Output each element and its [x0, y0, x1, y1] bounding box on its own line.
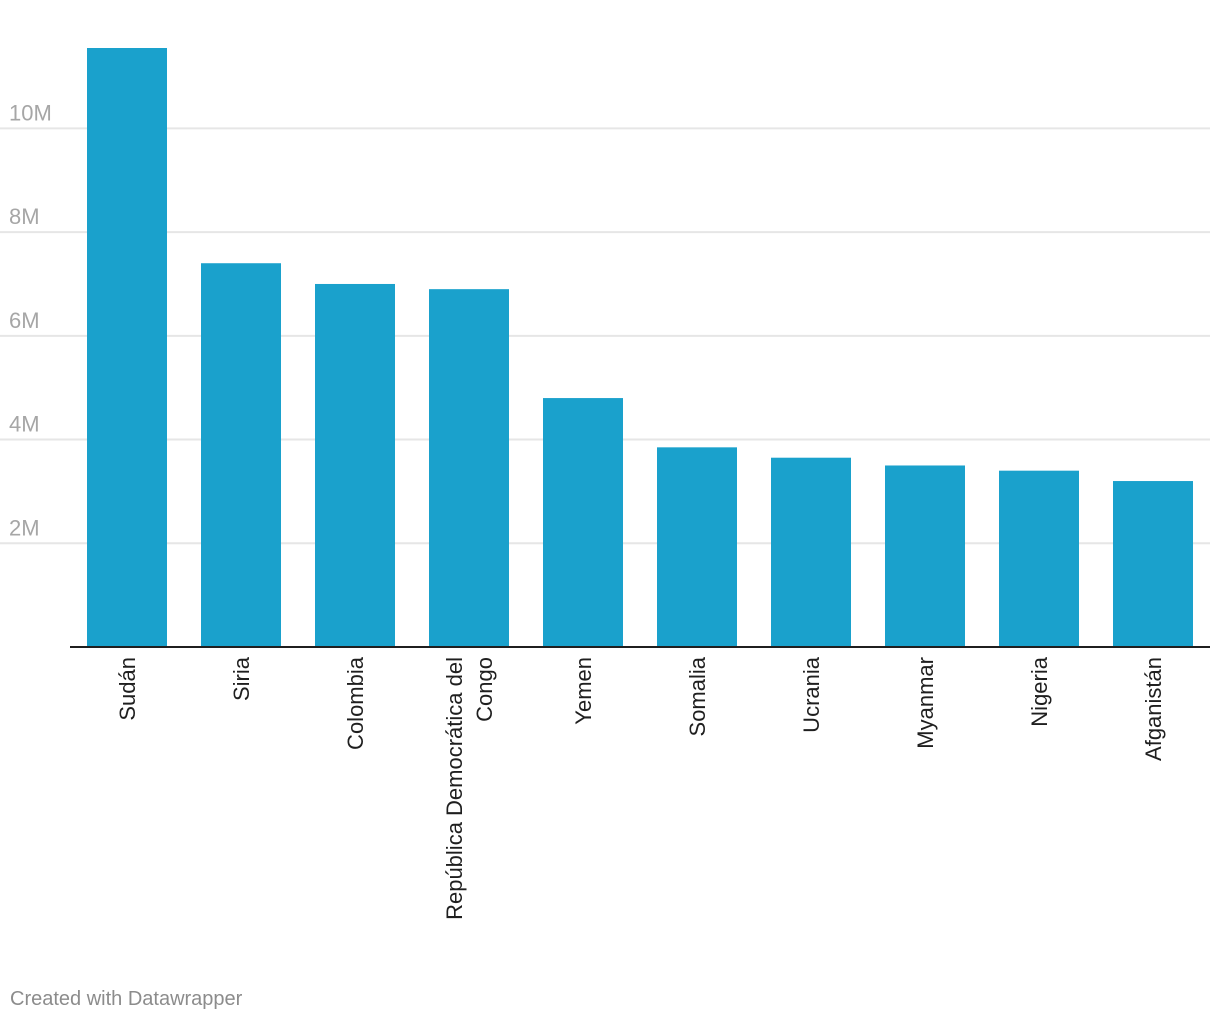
- x-tick-label-line: Myanmar: [913, 657, 938, 749]
- bar[interactable]: [771, 457, 851, 647]
- x-tick-label: Sudán: [115, 657, 140, 721]
- credit-text: Created with Datawrapper: [10, 988, 243, 1010]
- x-tick-label: Myanmar: [913, 657, 938, 749]
- x-tick-label-line: Colombia: [343, 656, 368, 750]
- x-tick-label: Yemen: [571, 657, 596, 725]
- bar[interactable]: [999, 470, 1079, 647]
- bar[interactable]: [87, 48, 167, 647]
- x-tick-label-line: Nigeria: [1027, 656, 1052, 726]
- bar[interactable]: [315, 283, 395, 647]
- x-axis-category-labels: Sudán Siria Colombia República Democrática …: [115, 656, 1166, 920]
- x-tick-label-line: Siria: [229, 656, 254, 701]
- bar[interactable]: [657, 447, 737, 647]
- bar[interactable]: [885, 465, 965, 647]
- y-tick-label: 10M: [9, 100, 52, 125]
- x-tick-label-line: Afganistán: [1141, 657, 1166, 761]
- x-tick-label-line: Sudán: [115, 657, 140, 721]
- x-tick-label: Ucrania: [799, 656, 824, 733]
- y-tick-label: 4M: [9, 412, 40, 437]
- bar[interactable]: [429, 289, 509, 647]
- bar[interactable]: [201, 263, 281, 647]
- bar[interactable]: [1113, 481, 1193, 647]
- x-tick-label: Nigeria: [1027, 656, 1052, 726]
- x-tick-label: Afganistán: [1141, 657, 1166, 761]
- x-tick-label-line: República Democrática del: [442, 657, 467, 920]
- x-tick-label: Somalia: [685, 656, 710, 736]
- bar[interactable]: [543, 398, 623, 647]
- x-tick-label-line: Somalia: [685, 656, 710, 736]
- x-tick-label: Siria: [229, 656, 254, 701]
- x-tick-label: Colombia: [343, 656, 368, 750]
- y-tick-label: 6M: [9, 308, 40, 333]
- x-tick-label-line: Ucrania: [799, 656, 824, 733]
- bars: [87, 48, 1193, 647]
- bar-chart: 2M 4M 6M 8M 10M Sudán Siria Colombia República …: [0, 48, 1210, 920]
- y-axis-tick-labels: 2M 4M 6M 8M 10M: [9, 100, 52, 540]
- y-tick-label: 2M: [9, 515, 40, 540]
- y-tick-label: 8M: [9, 204, 40, 229]
- x-tick-label-line: Congo: [472, 657, 497, 722]
- x-tick-label-line: Yemen: [571, 657, 596, 725]
- x-tick-label: República Democrática del Congo: [442, 657, 497, 920]
